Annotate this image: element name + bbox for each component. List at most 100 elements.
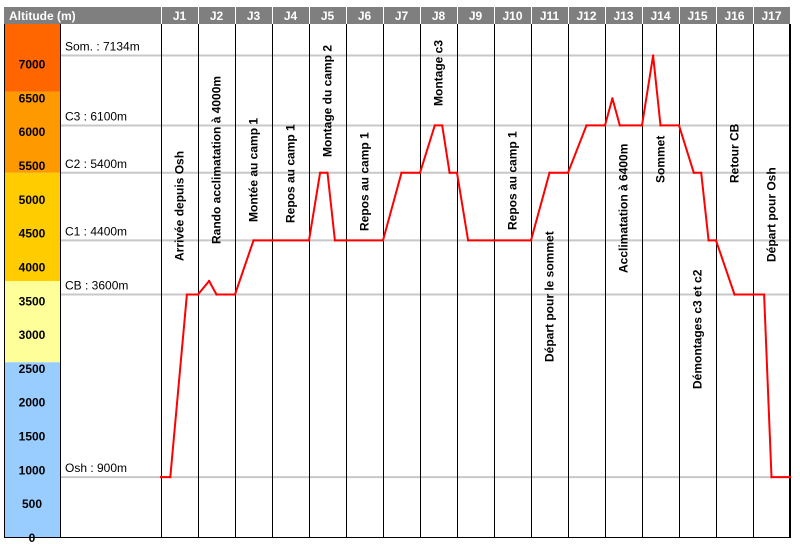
altitude-point xyxy=(566,171,570,174)
day-annotation: Démontages c3 et c2 xyxy=(691,269,705,389)
altitude-point xyxy=(529,239,533,242)
y-tick-label: 1500 xyxy=(19,430,46,444)
day-annotation: Arrivée depuis Osh xyxy=(173,151,187,261)
camp-label: Osh : 900m xyxy=(65,461,127,475)
day-label-j7: J7 xyxy=(395,9,409,23)
altitude-point xyxy=(651,54,655,57)
altitude-point xyxy=(333,239,337,242)
altitude-point xyxy=(318,171,322,174)
altitude-point xyxy=(618,124,621,127)
altitude-point xyxy=(707,239,710,242)
altitude-point xyxy=(770,475,773,479)
altitude-point xyxy=(448,171,451,174)
camp-label: C3 : 6100m xyxy=(65,109,127,123)
altitude-point xyxy=(344,239,348,242)
day-annotation: Montée au camp 1 xyxy=(247,118,261,222)
day-label-j2: J2 xyxy=(210,9,224,23)
altitude-point xyxy=(788,475,792,479)
altitude-point xyxy=(326,171,329,174)
altitude-point xyxy=(700,171,703,174)
altitude-point xyxy=(381,239,385,242)
camp-label: Som. : 7134m xyxy=(65,40,140,54)
altitude-point xyxy=(640,124,644,127)
y-tick-label: 5000 xyxy=(19,193,46,207)
day-annotation: Acclimatation à 6400m xyxy=(617,144,631,273)
day-label-j4: J4 xyxy=(284,9,298,23)
altitude-point xyxy=(603,124,607,127)
altitude-point xyxy=(692,171,695,174)
altitude-point xyxy=(751,293,755,296)
day-label-j10: J10 xyxy=(502,9,522,23)
camp-label: CB : 3600m xyxy=(65,279,128,293)
altitude-point xyxy=(762,293,766,296)
day-annotation: Repos au camp 1 xyxy=(358,132,372,231)
day-annotation: Repos au camp 1 xyxy=(506,131,520,230)
altitude-band-2 xyxy=(4,172,60,281)
altitude-point xyxy=(492,239,496,242)
day-label-j6: J6 xyxy=(358,9,372,23)
y-tick-label: 4000 xyxy=(19,260,46,274)
altitude-point xyxy=(466,239,470,242)
day-label-j13: J13 xyxy=(613,9,633,23)
day-label-j14: J14 xyxy=(650,9,670,23)
altitude-point xyxy=(611,97,614,100)
altitude-point xyxy=(215,293,218,296)
altitude-point xyxy=(585,124,588,127)
day-label-j17: J17 xyxy=(761,9,781,23)
day-annotation: Montage du camp 2 xyxy=(321,45,335,157)
altitude-point xyxy=(714,239,718,242)
altitude-point xyxy=(307,239,311,242)
day-annotation: Sommet xyxy=(654,136,668,183)
day-label-j16: J16 xyxy=(724,9,744,23)
altitude-point xyxy=(233,293,237,296)
altitude-point xyxy=(441,124,444,127)
y-tick-label: 5500 xyxy=(19,159,46,173)
y-axis-label: Altitude (m) xyxy=(9,9,76,23)
day-label-j3: J3 xyxy=(247,9,261,23)
altitude-point xyxy=(659,124,662,127)
y-tick-label: 6500 xyxy=(19,91,46,105)
y-tick-label: 1000 xyxy=(19,463,46,477)
day-label-j8: J8 xyxy=(432,9,446,23)
altitude-point xyxy=(677,124,681,127)
day-label-j11: J11 xyxy=(540,9,560,23)
altitude-point xyxy=(433,124,436,127)
altitude-point xyxy=(455,171,459,174)
day-label-j1: J1 xyxy=(173,9,187,23)
y-tick-label: 2500 xyxy=(19,362,46,376)
day-label-j9: J9 xyxy=(469,9,483,23)
camp-label: C1 : 4400m xyxy=(65,224,127,238)
day-label-j15: J15 xyxy=(687,9,707,23)
day-annotation: Départ pour le sommet xyxy=(543,231,557,362)
day-annotation: Rando acclimatation à 4000m xyxy=(210,76,224,244)
altitude-point xyxy=(548,171,551,174)
chart-frame xyxy=(4,7,790,538)
altitude-point xyxy=(733,293,736,296)
y-tick-label: 3000 xyxy=(19,328,46,342)
header-band xyxy=(4,7,790,24)
altitude-profile-line xyxy=(161,54,790,479)
day-annotation: Montage c3 xyxy=(432,40,446,106)
altitude-point xyxy=(196,293,200,296)
altitude-band-0 xyxy=(4,362,60,538)
altitude-point xyxy=(159,475,163,479)
altitude-point xyxy=(400,171,403,174)
altitude-point xyxy=(207,279,211,283)
day-annotation: Repos au camp 1 xyxy=(284,124,298,223)
altitude-point xyxy=(185,293,189,296)
y-tick-label: 0 xyxy=(29,531,36,544)
altitude-point xyxy=(252,239,255,242)
altitude-point xyxy=(224,293,227,296)
day-annotation: Retour CB xyxy=(728,123,742,183)
altitude-point xyxy=(169,475,172,479)
altitude-band-3 xyxy=(4,91,60,173)
y-tick-label: 2000 xyxy=(19,396,46,410)
day-label-j12: J12 xyxy=(576,9,596,23)
camp-label: C2 : 5400m xyxy=(65,157,127,171)
y-tick-label: 7000 xyxy=(19,58,46,72)
y-tick-label: 6000 xyxy=(19,125,46,139)
altitude-point xyxy=(418,171,422,174)
y-tick-label: 4500 xyxy=(19,227,46,241)
day-label-j5: J5 xyxy=(321,9,335,23)
